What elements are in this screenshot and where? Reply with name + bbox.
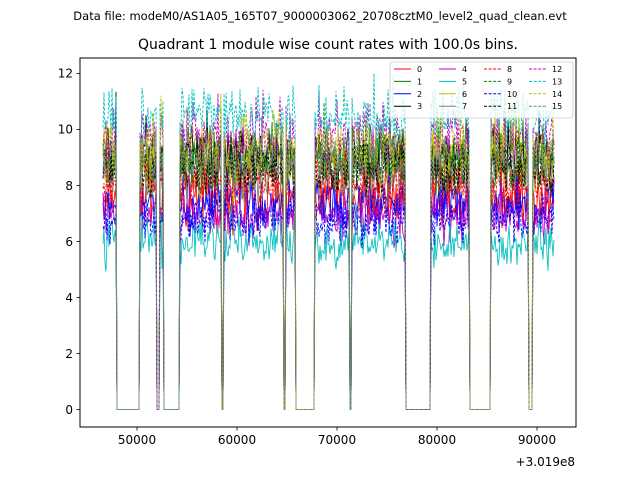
y-tick-label: 6 xyxy=(65,235,73,249)
x-axis-offset-label: +3.019e8 xyxy=(516,455,575,469)
y-tick-label: 8 xyxy=(65,179,73,193)
legend-label-11: 11 xyxy=(507,102,517,111)
legend-label-7: 7 xyxy=(462,102,467,111)
legend-label-9: 9 xyxy=(507,77,512,86)
legend-label-4: 4 xyxy=(462,65,467,74)
y-tick-label: 4 xyxy=(65,291,73,305)
x-tick-label: 60000 xyxy=(218,433,256,447)
legend-label-12: 12 xyxy=(552,65,562,74)
x-axis: 50000 60000 70000 80000 90000 xyxy=(118,427,556,447)
legend-label-5: 5 xyxy=(462,77,467,86)
legend-label-14: 14 xyxy=(552,90,562,99)
legend-frame xyxy=(389,61,574,119)
legend-label-13: 13 xyxy=(552,77,562,86)
x-tick-label: 90000 xyxy=(518,433,556,447)
x-tick-label: 70000 xyxy=(318,433,356,447)
figure-suptitle: Data file: modeM0/AS1A05_165T07_90000030… xyxy=(73,9,567,23)
x-tick-label: 50000 xyxy=(118,433,156,447)
legend-label-8: 8 xyxy=(507,65,512,74)
legend-label-0: 0 xyxy=(417,65,422,74)
y-tick-label: 0 xyxy=(65,403,73,417)
y-tick-label: 12 xyxy=(58,67,73,81)
y-tick-label: 10 xyxy=(58,123,73,137)
legend-label-1: 1 xyxy=(417,77,422,86)
x-tick-label: 80000 xyxy=(418,433,456,447)
chart-title: Quadrant 1 module wise count rates with … xyxy=(138,37,518,53)
plot-frame xyxy=(79,57,577,428)
y-tick-label: 2 xyxy=(65,347,73,361)
legend-label-10: 10 xyxy=(507,90,517,99)
series-line-15 xyxy=(102,106,555,411)
y-axis: 0 2 4 6 8 10 12 xyxy=(58,67,80,417)
series-layer xyxy=(102,73,555,411)
legend-label-15: 15 xyxy=(552,102,562,111)
legend-label-2: 2 xyxy=(417,90,422,99)
legend-label-6: 6 xyxy=(462,90,467,99)
legend-label-3: 3 xyxy=(417,102,422,111)
